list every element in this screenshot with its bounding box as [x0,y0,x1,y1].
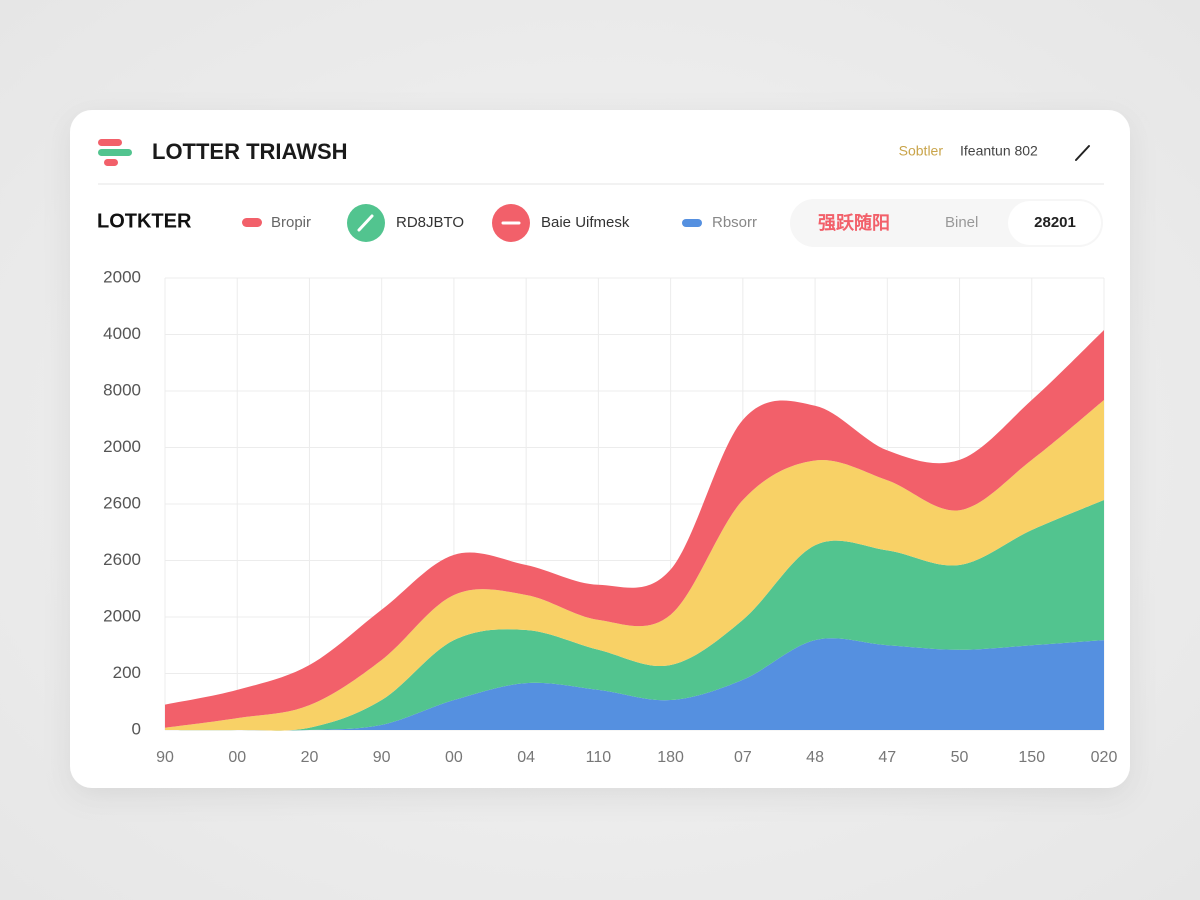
x-tick-label: 110 [586,749,612,766]
x-tick-label: 180 [657,749,684,766]
y-tick-label: 2600 [103,550,141,569]
x-tick-label: 00 [228,749,246,766]
y-tick-label: 200 [113,663,141,682]
x-tick-label: 48 [806,749,824,766]
header-info: Ifeantun 802 [960,143,1038,159]
x-tick-label: 90 [156,749,174,766]
legend-label[interactable]: Rbsorr [712,214,757,231]
header-link[interactable]: Sobtler [899,143,944,159]
x-tick-label: 020 [1091,749,1118,766]
x-tick-label: 150 [1018,749,1045,766]
logo [98,139,132,166]
x-tick-label: 47 [878,749,896,766]
pill-value-box[interactable] [1008,201,1101,245]
legend-swatch [242,218,262,227]
x-tick-label: 04 [517,749,535,766]
x-tick-label: 07 [734,749,752,766]
legend-swatch [682,219,702,227]
y-tick-label: 0 [132,719,141,738]
y-tick-label: 2000 [103,437,141,456]
app-title: LOTTER TRIAWSH [152,139,348,164]
pill-tag: 强跃随阳 [818,212,890,233]
x-tick-label: 20 [301,749,319,766]
area [165,400,1104,731]
y-tick-label: 8000 [103,380,141,399]
legend-label[interactable]: Baie Uifmesk [541,214,630,231]
y-tick-label: 2000 [103,606,141,625]
legend-label[interactable]: RD8JBTO [396,214,464,231]
area [165,329,1104,728]
edit-icon[interactable] [1075,145,1090,161]
y-tick-label: 2600 [103,493,141,512]
y-tick-label: 2000 [103,267,141,286]
toolbar-label: LOTKTER [97,210,192,232]
y-tick-label: 4000 [103,324,141,343]
x-tick-label: 90 [373,749,391,766]
legend-label[interactable]: Bropir [271,214,311,231]
x-tick-label: 00 [445,749,463,766]
area [165,500,1104,731]
pill-label: Binel [945,214,978,231]
area [165,638,1104,731]
x-tick-label: 50 [951,749,969,766]
pill-value: 28201 [1034,214,1076,231]
